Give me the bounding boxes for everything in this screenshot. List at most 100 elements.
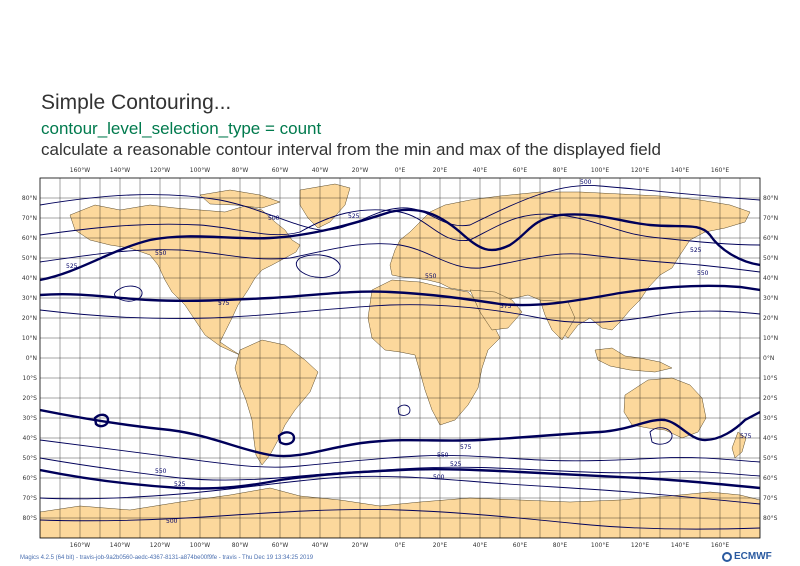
longitude-labels-top: 160°W 140°W 120°W 100°W 80°W 60°W 40°W 2… <box>70 167 730 174</box>
lat-label: 70°S <box>763 495 778 502</box>
lat-label: 10°N <box>763 335 778 342</box>
lon-label: 80°W <box>232 167 249 174</box>
lat-label: 20°N <box>763 315 778 322</box>
lon-label: 140°W <box>110 542 130 549</box>
lat-label: 80°N <box>22 195 37 202</box>
lat-label: 40°S <box>763 435 778 442</box>
lon-label: 60°W <box>272 167 289 174</box>
contour-label: 575 <box>460 444 472 451</box>
contour-550-north <box>40 243 760 273</box>
lat-label: 0°N <box>763 355 774 362</box>
lat-label: 30°S <box>763 415 778 422</box>
footer-info: Magics 4.2.5 (64 bit) - travis-job-9a2b0… <box>20 555 314 561</box>
lon-label: 100°E <box>591 167 609 174</box>
lon-label: 120°W <box>150 167 170 174</box>
longitude-labels-bottom: 160°W 140°W 120°W 100°W 80°W 60°W 40°W 2… <box>70 542 730 549</box>
lon-label: 120°E <box>631 167 649 174</box>
contour-525-north <box>40 209 760 246</box>
lat-label: 70°S <box>23 495 38 502</box>
lat-label: 70°N <box>22 215 37 222</box>
closed-contour-equatorial <box>397 404 411 416</box>
lon-label: 80°E <box>553 542 568 549</box>
plot-description: calculate a reasonable contour interval … <box>41 140 661 159</box>
lon-label: 40°E <box>473 167 488 174</box>
lon-label: 160°E <box>711 542 729 549</box>
lon-label: 160°W <box>70 542 90 549</box>
arabia-land <box>469 289 523 331</box>
contour-label: 550 <box>425 273 437 280</box>
parallel-lines <box>40 197 760 519</box>
lat-label: 60°N <box>763 235 778 242</box>
lon-label: 60°W <box>272 542 289 549</box>
contour-525-south-thick <box>40 467 760 490</box>
contour-lines <box>40 184 760 530</box>
contour-575-north-thick <box>40 208 760 282</box>
lon-label: 160°E <box>711 167 729 174</box>
contour-label: 575 <box>740 433 752 440</box>
lon-label: 40°E <box>473 542 488 549</box>
lat-label: 30°S <box>23 415 38 422</box>
lat-label: 50°S <box>23 455 38 462</box>
contour-label: 525 <box>348 213 360 220</box>
latitude-labels-right: 80°N 70°N 60°N 50°N 40°N 30°N 20°N 10°N … <box>763 195 778 522</box>
lon-label: 80°E <box>553 167 568 174</box>
lat-label: 60°S <box>763 475 778 482</box>
latitude-labels-left: 80°N 70°N 60°N 50°N 40°N 30°N 20°N 10°N … <box>22 195 37 522</box>
lat-label: 50°S <box>763 455 778 462</box>
grid-lines <box>40 178 760 538</box>
lon-label: 160°W <box>70 167 90 174</box>
lat-label: 20°S <box>23 395 38 402</box>
lat-label: 50°N <box>22 255 37 262</box>
ecmwf-logo-icon <box>722 551 732 562</box>
contour-500-north <box>40 184 760 231</box>
new-zealand-land <box>731 431 747 459</box>
lon-label: 0°E <box>395 167 406 174</box>
lat-label: 30°N <box>763 295 778 302</box>
lon-label: 40°W <box>312 167 329 174</box>
lat-label: 80°S <box>23 515 38 522</box>
lat-label: 30°N <box>22 295 37 302</box>
contour-label: 500 <box>433 474 445 481</box>
lat-label: 80°S <box>763 515 778 522</box>
map-frame <box>39 177 761 539</box>
lon-label: 60°E <box>513 542 528 549</box>
lon-label: 100°W <box>190 542 210 549</box>
lon-label: 140°E <box>671 542 689 549</box>
south-america-land <box>234 339 319 466</box>
contour-575-south-thick <box>40 408 760 458</box>
contour-label: 525 <box>690 247 702 254</box>
lat-label: 40°N <box>763 275 778 282</box>
indonesia-land <box>594 347 673 373</box>
lon-label: 60°E <box>513 167 528 174</box>
contour-label: 550 <box>697 270 709 277</box>
lat-label: 40°S <box>23 435 38 442</box>
contour-500-antarctic <box>40 509 760 530</box>
contour-label: 550 <box>155 250 167 257</box>
lat-label: 0°N <box>26 355 37 362</box>
lon-label: 20°E <box>433 167 448 174</box>
lat-label: 60°S <box>23 475 38 482</box>
lon-label: 100°W <box>190 167 210 174</box>
lon-label: 20°E <box>433 542 448 549</box>
plot-subtitle-setting: contour_level_selection_type = count <box>41 119 322 138</box>
closed-contour-south-pacific <box>93 413 110 428</box>
ecmwf-logo-text: ECMWF <box>734 551 772 562</box>
lat-label: 70°N <box>763 215 778 222</box>
contour-label: 550 <box>437 452 449 459</box>
africa-land <box>367 279 501 426</box>
lon-label: 140°W <box>110 167 130 174</box>
contour-label: 500 <box>166 518 178 525</box>
lat-label: 10°S <box>763 375 778 382</box>
lon-label: 120°E <box>631 542 649 549</box>
contour-525-south <box>40 457 760 481</box>
lon-label: 20°W <box>352 167 369 174</box>
contour-575-mid-thick <box>40 284 760 307</box>
contour-labels: 500 525 550 575 550 525 500 550 525 575 … <box>66 179 752 525</box>
closed-contour-south-atlantic <box>277 431 296 446</box>
lon-label: 40°W <box>312 542 329 549</box>
contour-label: 525 <box>450 461 462 468</box>
contour-label: 525 <box>66 263 78 270</box>
lon-label: 120°W <box>150 542 170 549</box>
lat-label: 10°S <box>23 375 38 382</box>
north-america-land <box>69 204 301 356</box>
